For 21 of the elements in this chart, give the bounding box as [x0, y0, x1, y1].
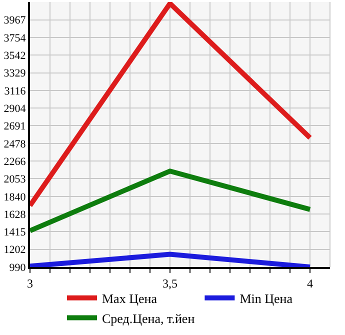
y-tick-label: 1840	[4, 191, 26, 204]
y-tick-label: 2691	[4, 120, 26, 133]
y-tick-label: 2478	[4, 138, 26, 150]
y-tick-label: 3754	[4, 32, 26, 44]
y-tick-label: 1202	[4, 244, 26, 256]
y-tick-label: 2053	[4, 174, 26, 186]
y-tick-label: 2266	[4, 156, 26, 168]
y-tick-label: 3967	[4, 14, 26, 27]
y-tick-label: 1628	[4, 208, 26, 221]
y-tick-label: 1415	[4, 226, 26, 239]
legend-label: Max Цена	[102, 290, 158, 306]
x-tick-label: 3,5	[162, 276, 178, 290]
legend-label: Сред.Цена, т.йен	[102, 310, 195, 326]
y-tick-label: 3329	[4, 68, 26, 80]
y-tick-label: 2904	[4, 102, 26, 115]
x-tick-label: 4	[307, 276, 314, 290]
legend-label: Min Цена	[240, 290, 293, 306]
y-tick-label: 3116	[4, 85, 26, 98]
x-tick-label: 3	[27, 276, 33, 290]
y-tick-label: 3542	[4, 50, 26, 62]
y-tick-label: 990	[9, 262, 26, 274]
